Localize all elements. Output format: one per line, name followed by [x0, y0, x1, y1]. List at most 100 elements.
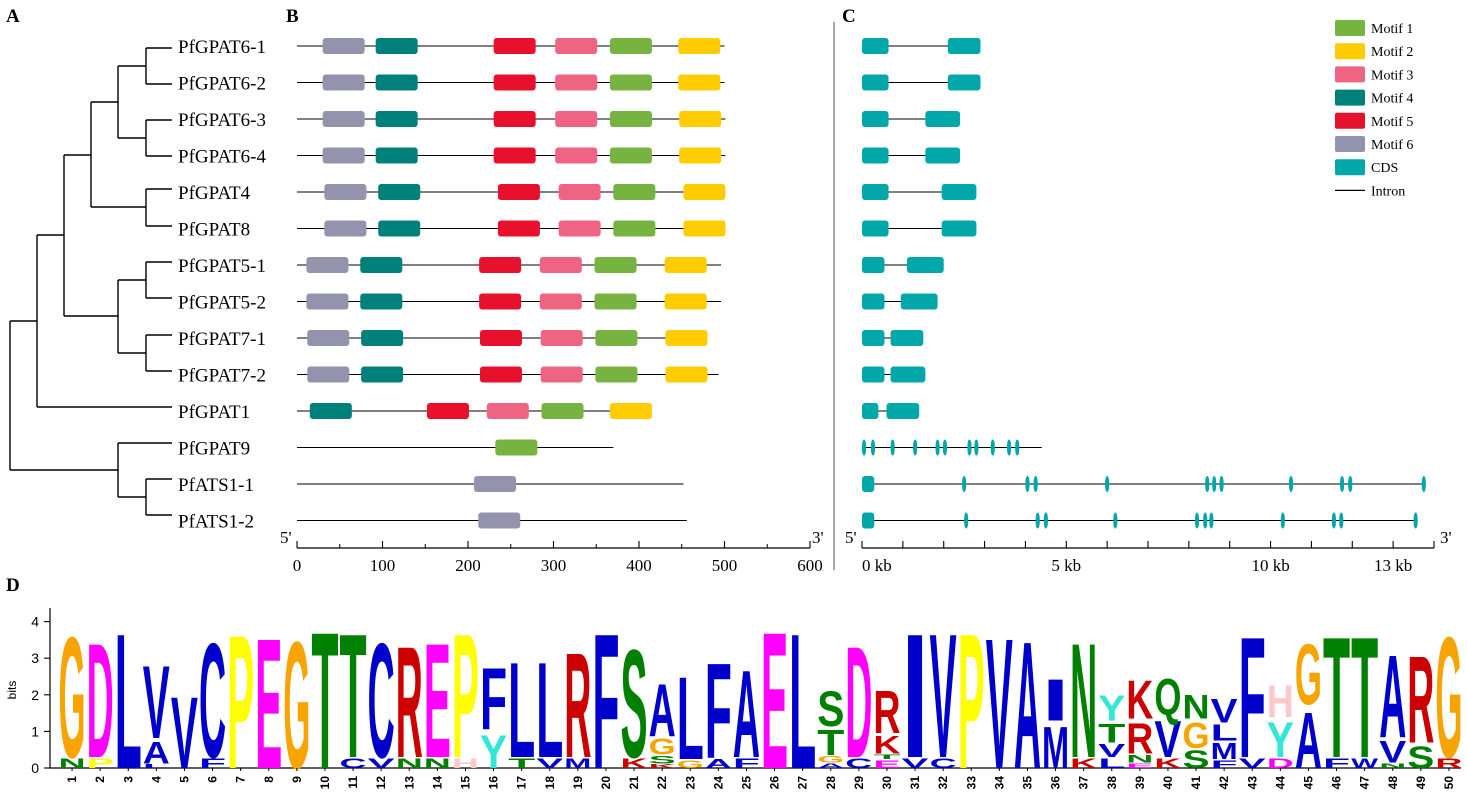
cds-box [1219, 476, 1224, 492]
cds-box [890, 439, 895, 456]
tree-clade-5-7 [117, 279, 146, 354]
logo-letter: T [508, 756, 535, 771]
logo-letter: L [536, 635, 563, 787]
logo-position-label: 45 [1301, 776, 1315, 790]
logo-letter: Y [1098, 688, 1125, 729]
cds-box [900, 293, 938, 310]
cds-box [1015, 439, 1020, 456]
logo-position-label: 33 [964, 776, 978, 790]
logo-letter: C [845, 755, 872, 770]
logo-position-label: 39 [1133, 776, 1147, 790]
motif-4-box [361, 330, 404, 346]
gene-length-axis: 5' 3' 0 kb 5 kb 10 kb 13 kb [845, 528, 1452, 575]
logo-position-label: 5 [177, 776, 191, 783]
logo-letter: T [873, 753, 901, 761]
logo-letter: V [1154, 710, 1181, 768]
logo-position-label: 41 [1189, 776, 1203, 790]
tree-root [9, 320, 118, 471]
gene-structure-panel [862, 38, 1426, 529]
logo-y-tick-label: 1 [31, 723, 39, 739]
motif-4-box [309, 403, 352, 419]
logo-letter: H [1267, 675, 1294, 726]
cds-box [962, 476, 967, 492]
logo-position-label: 6 [206, 776, 220, 783]
logo-letter: A [705, 757, 732, 771]
gene-label: PfGPAT8 [178, 220, 250, 241]
motif-6-box [324, 220, 367, 237]
logo-position-label: 13 [402, 776, 416, 790]
cds-box [1280, 512, 1285, 529]
panel-label-a: A [6, 6, 20, 27]
tree-clade-gpat1 [36, 234, 172, 408]
logo-letter: L [677, 652, 704, 784]
motif-5-box [479, 293, 522, 310]
logo-letter: L [508, 635, 535, 787]
logo-letter: V [1098, 741, 1125, 761]
logo-letter: A [143, 736, 170, 771]
tree-clade-9-ats1 [117, 442, 172, 498]
logo-letter: S [817, 681, 844, 737]
logo-position-label: 34 [992, 776, 1006, 790]
logo-position-label: 20 [599, 776, 613, 790]
cds-box [862, 111, 889, 127]
logo-position-label: 11 [346, 776, 360, 789]
logo-letter: G [649, 734, 676, 759]
motif-4-box [375, 38, 418, 54]
logo-position-label: 17 [515, 776, 529, 790]
logo-letter: G [1183, 715, 1210, 756]
logo-position-label: 32 [936, 776, 950, 790]
motif-6-box [322, 74, 365, 91]
motif-3-box [558, 184, 601, 200]
cds-box [862, 184, 889, 200]
cds-box [862, 403, 879, 419]
legend-swatch [1335, 66, 1365, 83]
cds-box [1339, 512, 1344, 529]
motif-1-box [609, 38, 652, 54]
logo-letter: L [1098, 756, 1125, 771]
logo-position-label: 19 [571, 776, 585, 790]
motif-6-box [324, 184, 367, 200]
logo-letter: N [1379, 762, 1406, 770]
cds-box [862, 257, 885, 273]
motif-2-box [679, 147, 722, 164]
protein-axis-tick-label: 500 [712, 556, 738, 575]
cds-box [947, 74, 981, 91]
motif-5-box [497, 184, 540, 200]
logo-letter: S [649, 754, 676, 767]
logo-letter: N [1126, 752, 1153, 765]
logo-letter: K [1154, 755, 1182, 770]
logo-position-label: 30 [880, 776, 894, 790]
protein-axis-tick-label: 400 [626, 556, 652, 575]
logo-letter: D [845, 615, 872, 791]
logo-letter: K [1126, 670, 1153, 731]
motif-5-box [426, 403, 469, 419]
cds-box [1203, 512, 1208, 529]
logo-letter: V [1211, 691, 1238, 729]
cds-box [1421, 476, 1426, 492]
logo-letter: V [368, 756, 395, 771]
cds-box [941, 184, 977, 200]
logo-letter: F [1323, 756, 1350, 771]
logo-position-label: 36 [1049, 776, 1063, 790]
tree-clade-6 [117, 65, 146, 139]
cds-box [925, 147, 961, 164]
logo-position-label: 50 [1442, 776, 1456, 790]
motif-1-box [609, 111, 652, 127]
logo-position-label: 1 [65, 776, 79, 783]
cds-box [941, 220, 977, 237]
motif-2-box [679, 111, 722, 127]
motif-3-box [486, 403, 529, 419]
logo-letter: A [649, 668, 676, 753]
logo-letter: L [1211, 721, 1238, 746]
logo-position-label: 46 [1330, 776, 1344, 790]
gene-label: PfGPAT7-1 [178, 329, 266, 350]
logo-letter: L [143, 763, 170, 769]
cds-box [886, 403, 920, 419]
cds-box [890, 366, 926, 383]
logo-letter: R [1126, 714, 1153, 763]
logo-letter: N [59, 755, 86, 770]
logo-position-label: 43 [1245, 776, 1259, 790]
cds-box [1007, 439, 1012, 456]
